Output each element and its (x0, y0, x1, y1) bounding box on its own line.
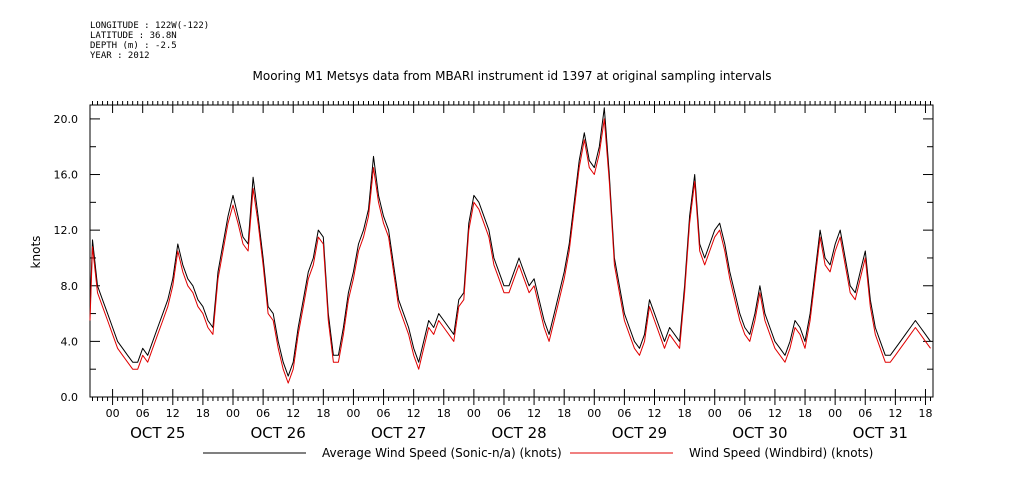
x-hour-label: 12 (166, 407, 180, 420)
x-date-label: OCT 29 (612, 424, 667, 442)
x-date-label: OCT 28 (491, 424, 546, 442)
x-hour-label: 00 (828, 407, 842, 420)
y-axis-label: knots (29, 236, 43, 269)
x-hour-label: 18 (316, 407, 330, 420)
x-hour-label: 06 (858, 407, 872, 420)
latitude-text: LATITUDE : 36.8N (90, 31, 177, 41)
x-hour-label: 00 (226, 407, 240, 420)
x-hour-label: 00 (708, 407, 722, 420)
x-date-label: OCT 27 (371, 424, 426, 442)
x-date-label: OCT 31 (853, 424, 908, 442)
longitude-text: LONGITUDE : 122W(-122) (90, 21, 209, 31)
legend: Average Wind Speed (Sonic-n/a) (knots) W… (203, 446, 873, 460)
y-tick-label: 4.0 (61, 335, 79, 348)
x-hour-label: 18 (678, 407, 692, 420)
legend-label-average: Average Wind Speed (Sonic-n/a) (knots) (322, 446, 562, 460)
x-hour-label: 06 (377, 407, 391, 420)
series-line-windbird-wind-speed (89, 118, 931, 384)
depth-text: DEPTH (m) : -2.5 (90, 41, 177, 51)
x-hour-label: 12 (407, 407, 421, 420)
y-axis: 0.0 4.0 8.0 12.0 16.0 20.0 (54, 113, 933, 404)
y-tick-label: 20.0 (54, 113, 79, 126)
x-hour-label: 18 (798, 407, 812, 420)
x-date-label: OCT 25 (130, 424, 185, 442)
x-hour-label: 12 (888, 407, 902, 420)
x-hour-label: 18 (196, 407, 210, 420)
x-hour-label: 12 (648, 407, 662, 420)
series-line-average-wind-speed (89, 107, 931, 377)
x-hour-label: 00 (587, 407, 601, 420)
y-tick-label: 0.0 (61, 391, 79, 404)
chart-title: Mooring M1 Metsys data from MBARI instru… (253, 69, 772, 83)
x-hour-label: 06 (617, 407, 631, 420)
y-tick-label: 8.0 (61, 280, 79, 293)
x-hour-label: 00 (467, 407, 481, 420)
x-date-label: OCT 30 (732, 424, 787, 442)
x-hour-label: 06 (497, 407, 511, 420)
y-tick-label: 12.0 (54, 224, 79, 237)
x-axis: 00 06 12 18 00 06 12 18 00 06 12 18 00 06 12 18 00 06 12 18… (92, 101, 932, 442)
x-hour-label: 12 (286, 407, 300, 420)
x-hour-label: 18 (557, 407, 571, 420)
y-tick-label: 16.0 (54, 169, 79, 182)
metadata-block: LONGITUDE : 122W(-122) LATITUDE : 36.8N … (90, 21, 209, 61)
x-hour-label: 18 (437, 407, 451, 420)
x-date-label: OCT 26 (251, 424, 306, 442)
x-hour-label: 06 (256, 407, 270, 420)
series-layer (89, 107, 931, 384)
x-hour-label: 12 (527, 407, 541, 420)
x-hour-label: 06 (136, 407, 150, 420)
x-hour-label: 06 (738, 407, 752, 420)
legend-label-windbird: Wind Speed (Windbird) (knots) (689, 446, 873, 460)
plot-frame (89, 104, 934, 398)
x-hour-label: 00 (106, 407, 120, 420)
year-text: YEAR : 2012 (90, 51, 150, 61)
x-hour-label: 00 (346, 407, 360, 420)
x-hour-label: 12 (768, 407, 782, 420)
x-hour-label: 18 (918, 407, 932, 420)
